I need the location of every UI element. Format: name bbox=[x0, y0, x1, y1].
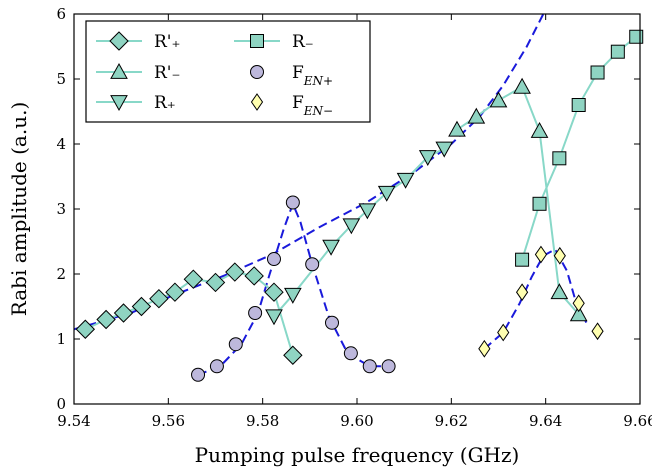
data-point bbox=[396, 172, 415, 189]
data-point bbox=[550, 283, 569, 300]
data-point bbox=[325, 315, 340, 330]
data-point bbox=[205, 272, 226, 293]
legend-marker bbox=[110, 62, 128, 79]
y-tick-label: 5 bbox=[56, 70, 66, 88]
data-point bbox=[285, 195, 300, 210]
data-point bbox=[591, 322, 604, 341]
data-point bbox=[342, 218, 361, 235]
data-point bbox=[265, 309, 283, 326]
legend-marker bbox=[250, 65, 264, 79]
data-point bbox=[149, 288, 169, 309]
data-point bbox=[610, 44, 625, 59]
data-point bbox=[534, 245, 548, 264]
data-point bbox=[478, 339, 491, 358]
data-point bbox=[75, 319, 96, 339]
x-tick-label: 9.64 bbox=[529, 412, 562, 430]
data-point bbox=[358, 203, 377, 220]
legend-label: R₋ bbox=[292, 32, 314, 52]
x-axis-label: Pumping pulse frequency (GHz) bbox=[195, 443, 520, 467]
data-point bbox=[489, 91, 508, 108]
data-point bbox=[381, 359, 396, 374]
data-point bbox=[284, 287, 302, 304]
data-point bbox=[244, 266, 264, 286]
x-tick-label: 9.60 bbox=[340, 412, 373, 430]
fit-line bbox=[483, 247, 589, 350]
data-point bbox=[497, 323, 510, 342]
data-point bbox=[183, 269, 204, 289]
y-tick-label: 3 bbox=[56, 200, 66, 218]
data-markers bbox=[75, 29, 644, 382]
legend-label: R₊ bbox=[154, 93, 176, 113]
data-point bbox=[283, 345, 303, 365]
legend-marker bbox=[250, 34, 264, 48]
series-line bbox=[521, 35, 637, 260]
y-tick-label: 2 bbox=[56, 265, 66, 283]
data-point bbox=[322, 239, 340, 256]
data-point bbox=[513, 77, 531, 94]
data-point bbox=[228, 337, 243, 352]
data-point bbox=[515, 283, 529, 302]
y-tick-label: 6 bbox=[56, 5, 66, 23]
data-point bbox=[435, 141, 454, 158]
data-point bbox=[515, 252, 530, 267]
data-point bbox=[343, 346, 358, 361]
data-point bbox=[553, 246, 566, 265]
x-tick-label: 9.54 bbox=[57, 412, 90, 430]
y-axis-label: Rabi amplitude (a.u.) bbox=[7, 102, 31, 317]
data-point bbox=[131, 296, 152, 317]
legend-item: R₋ bbox=[234, 32, 314, 52]
data-point bbox=[572, 294, 585, 313]
data-point bbox=[530, 121, 549, 138]
data-point bbox=[629, 29, 644, 44]
data-point bbox=[590, 65, 605, 80]
data-point bbox=[571, 98, 586, 112]
data-point bbox=[266, 252, 281, 267]
data-point bbox=[305, 257, 320, 272]
data-point bbox=[248, 306, 263, 320]
legend-label: R'₊ bbox=[154, 32, 180, 52]
legend-marker bbox=[250, 93, 264, 111]
x-tick-label: 9.66 bbox=[623, 412, 652, 430]
legend: R'₊R'₋R₊R₋FEN+FEN− bbox=[85, 20, 371, 123]
data-point bbox=[191, 367, 206, 382]
x-tick-label: 9.58 bbox=[246, 412, 279, 430]
data-point bbox=[467, 107, 486, 124]
data-point bbox=[569, 305, 588, 322]
data-point bbox=[448, 120, 466, 137]
data-point bbox=[209, 359, 224, 374]
data-point bbox=[225, 262, 245, 282]
legend-marker bbox=[109, 31, 129, 51]
tick-labels: 9.54 9.56 9.58 9.60 9.62 9.64 9.66 0 1 2 3 4 5 6 bbox=[56, 5, 652, 430]
data-point bbox=[96, 309, 116, 330]
data-point bbox=[113, 303, 134, 323]
y-tick-label: 4 bbox=[56, 135, 66, 153]
legend-item: R'₋ bbox=[96, 62, 180, 83]
data-point bbox=[552, 151, 567, 166]
x-tick-label: 9.56 bbox=[152, 412, 185, 430]
data-point bbox=[377, 185, 396, 202]
y-tick-label: 1 bbox=[56, 330, 66, 348]
x-tick-label: 9.62 bbox=[435, 412, 468, 430]
data-point bbox=[418, 150, 437, 167]
legend-item: R₊ bbox=[96, 93, 176, 113]
data-point bbox=[264, 282, 284, 302]
data-point bbox=[532, 196, 547, 211]
y-tick-label: 0 bbox=[56, 395, 66, 413]
data-point bbox=[362, 359, 377, 374]
axis-ticks bbox=[73, 13, 641, 405]
legend-marker bbox=[110, 95, 128, 112]
legend-label: R'₋ bbox=[154, 63, 180, 83]
data-point bbox=[165, 282, 185, 302]
legend-item: R'₊ bbox=[96, 31, 180, 52]
